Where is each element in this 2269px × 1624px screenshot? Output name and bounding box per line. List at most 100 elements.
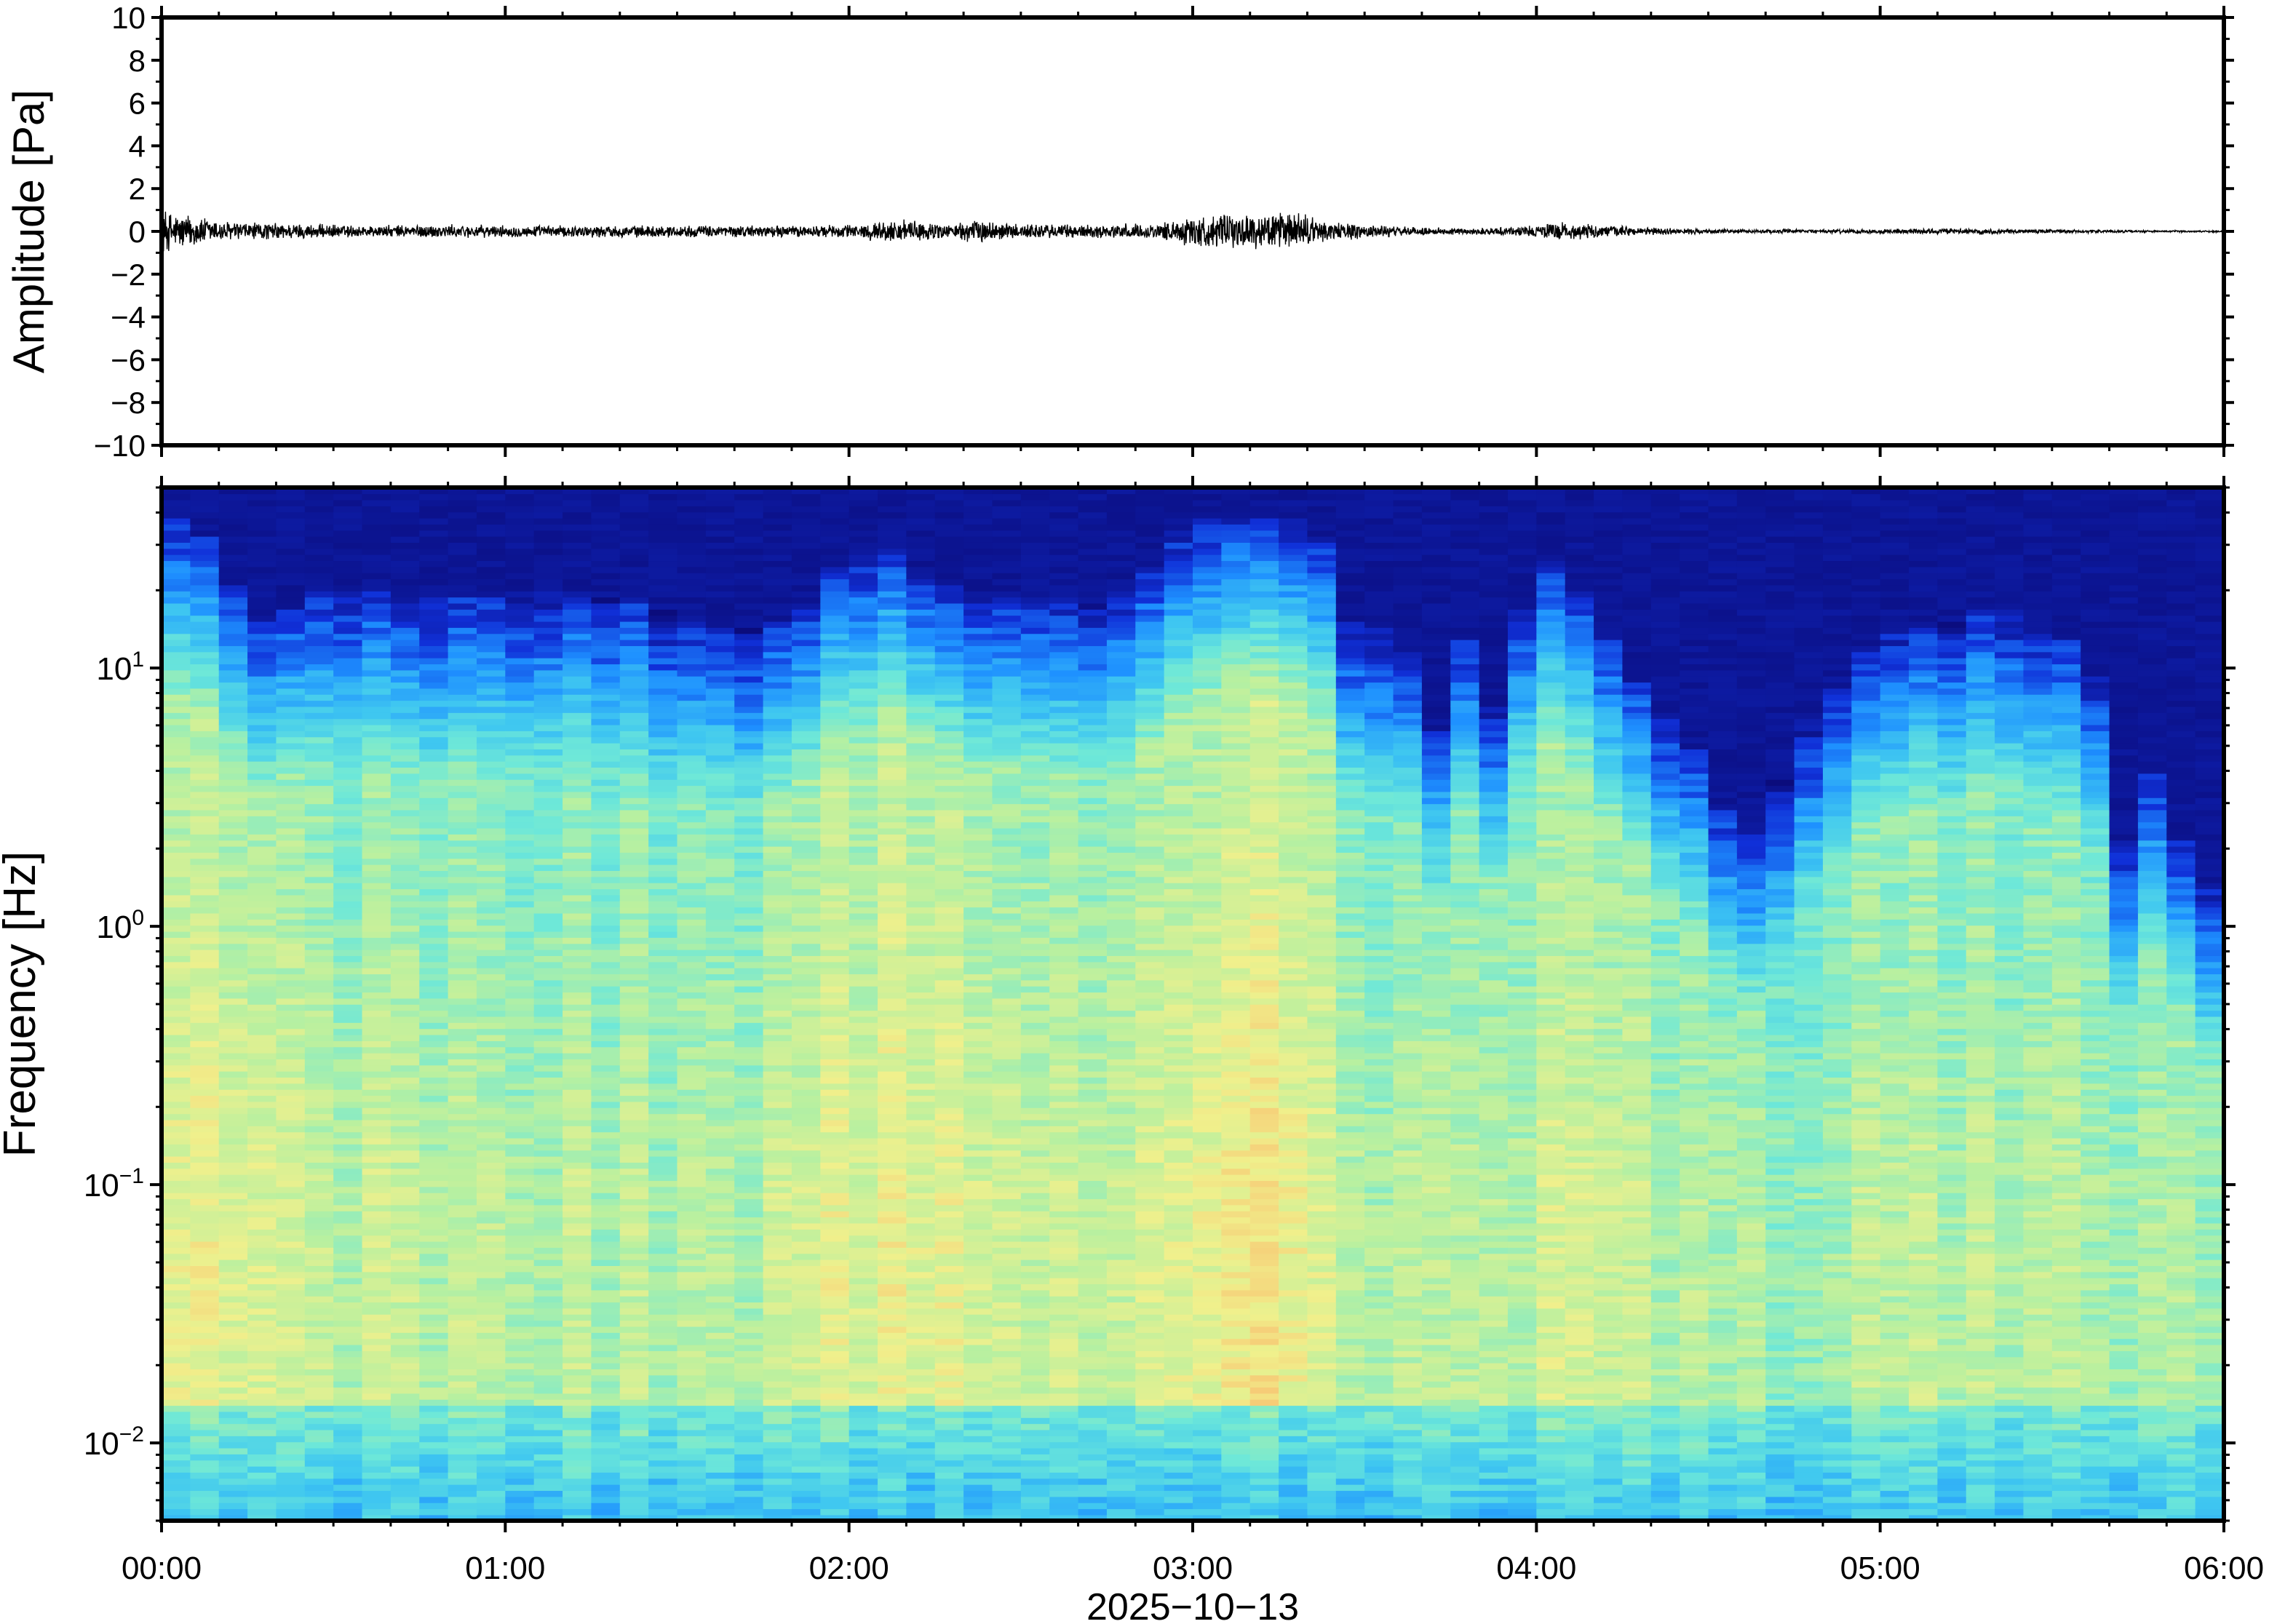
spectrogram-cell [533,657,563,665]
spectrogram-cell [734,1496,764,1503]
spectrogram-cell [333,1180,363,1187]
spectrogram-cell [791,1059,822,1066]
spectrogram-cell [878,1295,907,1303]
spectrogram-cell [419,1380,449,1388]
spectrogram-cell [390,1277,421,1285]
spectrogram-cell [934,1150,964,1157]
spectrogram-cell [276,773,306,780]
spectrogram-cell [505,1022,535,1030]
spectrogram-cell [648,864,678,872]
spectrogram-cell [162,602,191,610]
spectrogram-cell [906,1338,936,1345]
spectrogram-cell [505,1119,535,1126]
spectrogram-cell [333,1247,363,1254]
spectrogram-cell [648,1350,678,1358]
spectrogram-cell [247,560,277,568]
spectrogram-cell [619,1241,649,1248]
spectrogram-cell [218,1059,248,1066]
spectrogram-cell [619,1034,649,1041]
spectrogram-cell [878,791,907,798]
spectrogram-cell [218,1235,248,1242]
spectrogram-cell [963,1314,993,1321]
spectrogram-cell [705,688,736,695]
spectrogram-cell [276,888,306,896]
spectrogram-cell [619,712,649,720]
spectrogram-cell [591,1314,621,1321]
spectrogram-cell [162,974,191,981]
spectrogram-cell [878,554,907,562]
spectrogram-cell [362,499,392,506]
spectrogram-cell [448,1502,477,1510]
spectrogram-cell [906,967,936,975]
spectrogram-cell [563,1405,592,1412]
spectrogram-cell [476,974,506,981]
spectrogram-cell [304,845,334,853]
spectrogram-cell [390,706,421,713]
spectrogram-cell [476,961,506,968]
spectrogram-cell [591,664,621,671]
spectrogram-cell [591,1253,621,1260]
spectrogram-cell [648,566,678,573]
spectrogram-cell [162,773,191,780]
spectrogram-cell [390,1369,421,1376]
spectrogram-cell [648,1016,678,1023]
spectrogram-cell [906,1472,936,1479]
spectrogram-cell [419,1198,449,1206]
spectrogram-cell [476,1247,506,1254]
spectrogram-cell [934,1447,964,1454]
spectrogram-cell [934,949,964,956]
spectrogram-cell [247,1241,277,1248]
spectrogram-cell [362,1077,392,1084]
spectrogram-cell [448,664,477,671]
spectrogram-cell [162,797,191,805]
spectrogram-cell [878,1052,907,1059]
spectrogram-cell [648,901,678,908]
spectrogram-cell [390,700,421,707]
spectrogram-cell [705,943,736,950]
spectrogram-cell [648,852,678,859]
spectrogram-cell [533,1247,563,1254]
spectrogram-cell [849,912,878,920]
spectrogram-cell [162,1484,191,1492]
spectrogram-cell [218,834,248,841]
spectrogram-cell [791,718,822,725]
spectrogram-cell [247,931,277,938]
spectrogram-cell [276,1083,306,1090]
spectrogram-cell [533,1083,563,1090]
spectrogram-cell [619,1380,649,1388]
spectrogram-cell [820,1241,850,1248]
spectrogram-cell [533,517,563,525]
spectrogram-cell [247,925,277,932]
spectrogram-cell [963,1460,993,1467]
spectrogram-cell [505,998,535,1005]
spectrogram-cell [906,773,936,780]
spectrogram-cell [476,664,506,671]
spectrogram-cell [591,542,621,549]
spectrogram-cell [247,584,277,592]
spectrogram-cell [591,1398,621,1406]
spectrogram-cell [190,1514,220,1521]
spectrogram-cell [390,1338,421,1345]
spectrogram-cell [591,1059,621,1066]
spectrogram-cell [448,1405,477,1412]
spectrogram-cell [218,1155,248,1163]
spectrogram-cell [878,524,907,531]
spectrogram-cell [333,530,363,537]
spectrogram-cell [563,712,592,720]
spectrogram-cell [419,998,449,1005]
spectrogram-cell [563,1454,592,1461]
spectrogram-cell [390,1229,421,1236]
spectrogram-cell [162,1162,191,1169]
spectrogram-cell [763,712,792,720]
spectrogram-cell [648,712,678,720]
spectrogram-cell [533,1436,563,1443]
spectrogram-cell [304,1010,334,1017]
spectrogram-cell [791,1502,822,1510]
spectrogram-cell [791,840,822,847]
spectrogram-cell [791,967,822,975]
spectrogram-cell [218,1144,248,1151]
spectrogram-cell [563,1417,592,1425]
spectrogram-cell [563,602,592,610]
spectrogram-cell [705,1229,736,1236]
spectrogram-cell [878,979,907,987]
